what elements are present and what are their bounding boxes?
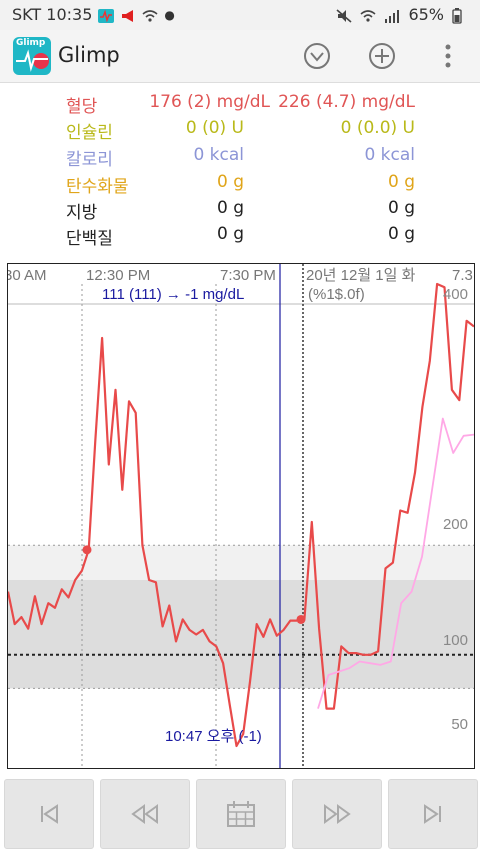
summary-value-1: 0 g [216, 224, 244, 244]
time-label: 20년 12월 1일 화 [306, 267, 416, 284]
summary-value-1: 176 (2) mg/dL [149, 92, 270, 112]
format-text: (%1$.0f) [308, 286, 365, 303]
summary-label: 혈당 [66, 97, 98, 117]
rewind-button[interactable] [100, 779, 190, 849]
time-label: 30 AM [8, 267, 47, 284]
fast-forward-button[interactable] [292, 779, 382, 849]
skip-forward-icon [424, 804, 441, 824]
summary-value-1: 0 (0) U [185, 118, 244, 138]
summary-value-1: 0 g [216, 198, 244, 218]
summary-row: 칼로리 0 kcal 0 kcal [0, 145, 480, 171]
app-logo: Glimp [13, 37, 51, 75]
battery-icon [452, 7, 468, 24]
summary-row: 단백질 0 g 0 g [0, 224, 480, 250]
summary-label: 인슐린 [66, 123, 113, 143]
dot-icon: ● [164, 7, 175, 22]
overflow-menu-button[interactable] [432, 40, 464, 72]
signal-icon [384, 8, 400, 23]
summary-value-2: 0 (0.0) U [340, 118, 415, 138]
app-bar: Glimp Glimp [0, 30, 480, 83]
bottom-navigation [0, 772, 480, 852]
plus-circle-icon [369, 43, 395, 69]
series-line [8, 336, 297, 748]
summary-row: 인슐린 0 (0) U 0 (0.0) U [0, 118, 480, 144]
summary-row: 탄수화물 0 g 0 g [0, 172, 480, 198]
chart-canvas[interactable]: 50 100 200 400 30 AM 12:30 PM 7:30 PM 20년 12월 1… [8, 264, 474, 768]
chevron-circle-down-icon [304, 43, 330, 69]
time-label: 7.3 [452, 267, 473, 284]
highlight-point [296, 614, 306, 624]
status-time: SKT 10:35 [12, 5, 93, 24]
calendar-icon [227, 801, 255, 827]
summary-value-2: 0 g [387, 198, 415, 218]
series-line [317, 417, 474, 709]
summary-label: 탄수화물 [66, 177, 129, 197]
summary-value-1: 0 g [216, 172, 244, 192]
summary-value-2: 226 (4.7) mg/dL [278, 92, 415, 112]
summary-label: 단백질 [66, 229, 113, 249]
rewind-icon [131, 804, 158, 824]
summary-value-2: 0 g [387, 172, 415, 192]
summary-row: 혈당 176 (2) mg/dL 226 (4.7) mg/dL [0, 92, 480, 118]
app-title: Glimp [58, 43, 120, 67]
wifi-status-icon [360, 8, 376, 22]
time-label: 7:30 PM [220, 267, 276, 284]
summary-value-1: 0 kcal [193, 145, 244, 165]
summary-row: 지방 0 g 0 g [0, 198, 480, 224]
app-notification-icon [98, 8, 115, 23]
y-tick-label: 400 [443, 286, 468, 303]
first-button[interactable] [4, 779, 94, 849]
cursor-reading: 111 (111) → -1 mg/dL [102, 286, 244, 303]
status-bar: SKT 10:35 ● 65% [0, 0, 480, 30]
glucose-chart[interactable]: 50 100 200 400 30 AM 12:30 PM 7:30 PM 20년 12월 1… [7, 263, 475, 769]
battery-percent: 65% [408, 5, 444, 24]
add-button[interactable] [366, 40, 398, 72]
wifi-icon [142, 8, 158, 22]
summary-value-2: 0 kcal [364, 145, 415, 165]
summary-value-2: 0 g [387, 224, 415, 244]
calendar-button[interactable] [196, 779, 286, 849]
last-button[interactable] [388, 779, 478, 849]
highlight-point [82, 545, 92, 555]
y-tick-label: 200 [443, 516, 468, 533]
megaphone-icon [120, 8, 136, 22]
y-tick-label: 100 [443, 632, 468, 649]
summary-panel: 혈당 176 (2) mg/dL 226 (4.7) mg/dL 인슐린 0 (0) U… [0, 92, 480, 252]
more-vertical-icon [445, 44, 451, 68]
y-tick-label: 50 [451, 716, 468, 733]
fast-forward-icon [324, 804, 351, 824]
target-band [8, 580, 474, 689]
summary-label: 칼로리 [66, 150, 113, 170]
bottom-reading: 10:47 오후 (-1) [165, 728, 262, 745]
filter-button[interactable] [301, 40, 333, 72]
summary-label: 지방 [66, 203, 98, 223]
series-line [297, 282, 474, 710]
mute-icon [336, 8, 352, 23]
time-label: 12:30 PM [86, 267, 150, 284]
skip-back-icon [41, 804, 58, 824]
